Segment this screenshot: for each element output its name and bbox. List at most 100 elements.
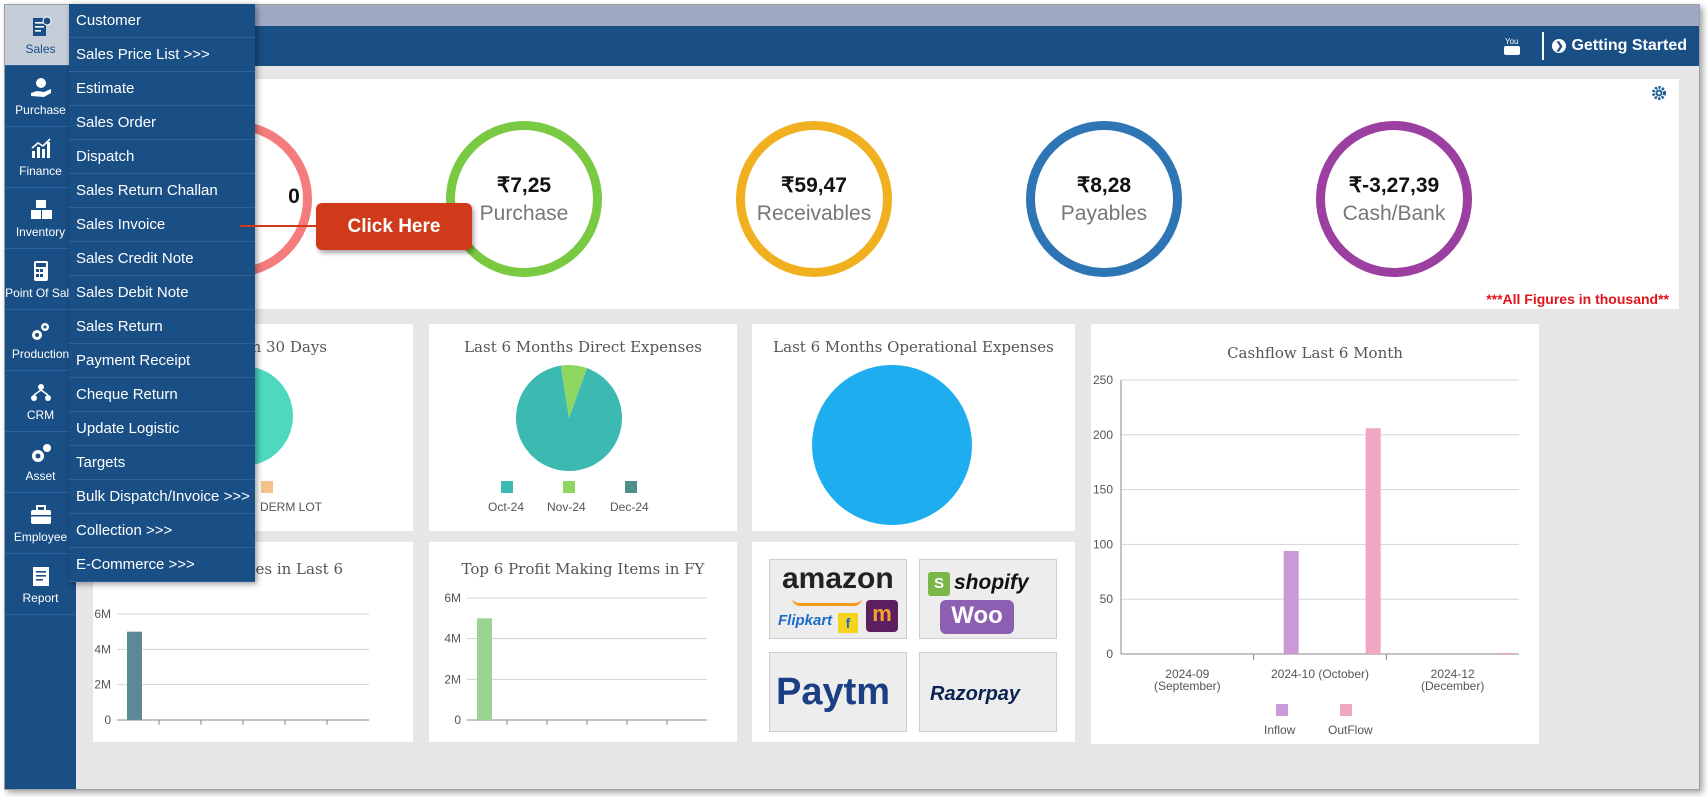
cashflow-card: Cashflow Last 6 Month 0 50 100 150 200 250 202… [1091,324,1539,744]
pie-slice-nov-24[interactable] [560,365,588,418]
briefcase-icon [30,504,51,524]
y-tick-label: 6M [94,607,111,621]
y-tick-label: 4M [444,632,461,646]
y-tick-label: 0 [454,713,461,727]
integrations-card: amazon Flipkart f m S shopify Woo Paytm … [752,542,1075,742]
getting-started-link[interactable]: ❯ Getting Started [1552,37,1687,55]
menu-item-bulk-dispatch-invoice[interactable]: Bulk Dispatch/Invoice >>> [69,480,255,514]
title-strip [76,5,1699,26]
y-tick-label: 4M [94,642,111,656]
menu-item-sales-order[interactable]: Sales Order [69,106,255,140]
top-navbar: You ❯ Getting Started [76,26,1699,66]
x-tick-label: 2024-09 [1165,667,1209,681]
legend-swatch [1340,704,1352,716]
menu-item-customer[interactable]: Customer [69,4,255,38]
menu-item-targets[interactable]: Targets [69,446,255,480]
ring-label: Cash/Bank [1342,201,1446,225]
bar[interactable] [127,631,142,720]
sidebar-item-label: CRM [26,407,55,422]
sidebar-item-employee[interactable]: Employee [5,493,76,554]
paytm-text: Paytm [776,671,891,713]
menu-item-dispatch[interactable]: Dispatch [69,140,255,174]
sidebar-item-pos[interactable]: Point Of Sale [5,249,76,310]
menu-item-sales-return[interactable]: Sales Return [69,310,255,344]
cashflow-chart: 0 50 100 150 200 250 2024-09(September) 2024-10… [1093,373,1519,737]
people-network-icon [30,383,51,401]
card-title: Cashflow Last 6 Month [1227,344,1403,362]
shopify-bag-icon: S [928,572,950,596]
menu-item-sales-return-challan[interactable]: Sales Return Challan [69,174,255,208]
meesho-logo: m [866,600,898,632]
sidebar-item-sales[interactable]: Sales [5,5,76,66]
click-here-callout: Click Here [316,203,472,250]
pie-slice-oct-24[interactable] [516,365,622,471]
y-tick-label: 100 [1093,537,1113,551]
sales-30-pie [243,366,293,466]
bar-outflow[interactable] [1498,652,1514,654]
legend-label-nov: Nov-24 [547,500,586,514]
menu-item-cheque-return[interactable]: Cheque Return [69,378,255,412]
card-title: Last 6 Months Operational Expenses [773,338,1054,356]
menu-item-e-commerce[interactable]: E-Commerce >>> [69,548,255,582]
youtube-icon[interactable]: You [1503,36,1521,56]
sidebar-item-crm[interactable]: CRM [5,371,76,432]
summary-card: 0 ₹7,25 Purchase ₹59,47 Receivables ₹8,2… [93,79,1679,309]
purchase-ring[interactable]: ₹7,25 Purchase [446,121,602,277]
hand-coin-icon [30,77,51,97]
bar-outflow[interactable] [1365,428,1381,654]
sidebar-item-label: Asset [25,468,56,483]
amazon-flipkart-meesho-logo[interactable]: amazon Flipkart f m [769,559,907,639]
sidebar-item-report[interactable]: Report [5,554,76,615]
menu-item-estimate[interactable]: Estimate [69,72,255,106]
y-tick-label: 6M [444,591,461,605]
razorpay-text: Razorpay [930,683,1021,705]
profit-items-chart: 0 2M 4M 6M [444,591,707,727]
x-tick-label: (December) [1421,679,1484,693]
sidebar-item-asset[interactable]: Asset [5,432,76,493]
legend-label: Inflow [1264,723,1296,737]
gear-icon[interactable] [1651,85,1667,101]
cash-bank-ring[interactable]: ₹-3,27,39 Cash/Bank [1316,121,1472,277]
sidebar-item-label: Employee [13,529,68,544]
menu-item-sales-price-list[interactable]: Sales Price List >>> [69,38,255,72]
menu-item-update-logistic[interactable]: Update Logistic [69,412,255,446]
legend-label-dec: Dec-24 [610,500,649,514]
y-tick-label: 250 [1093,373,1113,387]
report-icon [32,566,49,586]
profit-items-card: Top 6 Profit Making Items in FY 0 2M 4M 6M [429,542,737,742]
menu-item-sales-credit-note[interactable]: Sales Credit Note [69,242,255,276]
menu-item-payment-receipt[interactable]: Payment Receipt [69,344,255,378]
direct-expenses-pie [516,365,622,471]
bar[interactable] [477,618,492,720]
sidebar-item-label: Finance [19,163,62,178]
app-window: Sales Purchase Finance Inventory Point O… [4,4,1700,790]
menu-item-sales-debit-note[interactable]: Sales Debit Note [69,276,255,310]
sales-dropdown-menu: Customer Sales Price List >>> Estimate Sale… [69,4,255,582]
legend-swatch [1276,704,1288,716]
sidebar-item-finance[interactable]: Finance [5,127,76,188]
ring-label: Payables [1060,201,1148,225]
sidebar-item-purchase[interactable]: Purchase [5,66,76,127]
razorpay-logo[interactable]: Razorpay [919,652,1057,732]
amazon-smile-icon [792,598,862,606]
chevron-right-icon: ❯ [1552,39,1567,53]
ring-label: Purchase [479,201,569,225]
payables-ring[interactable]: ₹8,28 Payables [1026,121,1182,277]
asset-icon [31,443,51,462]
sidebar-item-production[interactable]: Production [5,310,76,371]
woo-logo: Woo [940,600,1014,634]
menu-item-sales-invoice[interactable]: Sales Invoice [69,208,255,242]
menu-item-collection[interactable]: Collection >>> [69,514,255,548]
legend-swatch-oct [501,481,513,493]
getting-started-label: Getting Started [1571,37,1687,54]
shopify-woo-logo[interactable]: S shopify Woo [919,559,1057,639]
receivables-ring[interactable]: ₹59,47 Receivables [736,121,892,277]
bar-inflow[interactable] [1283,550,1299,654]
paytm-logo[interactable]: Paytm [769,652,907,732]
calculator-icon [33,260,48,281]
sidebar-item-label: Production [11,346,70,361]
ring-amount: 0 [288,185,300,208]
operational-expenses-pie [812,365,972,525]
legend-swatch [261,481,273,493]
sidebar-item-inventory[interactable]: Inventory [5,188,76,249]
